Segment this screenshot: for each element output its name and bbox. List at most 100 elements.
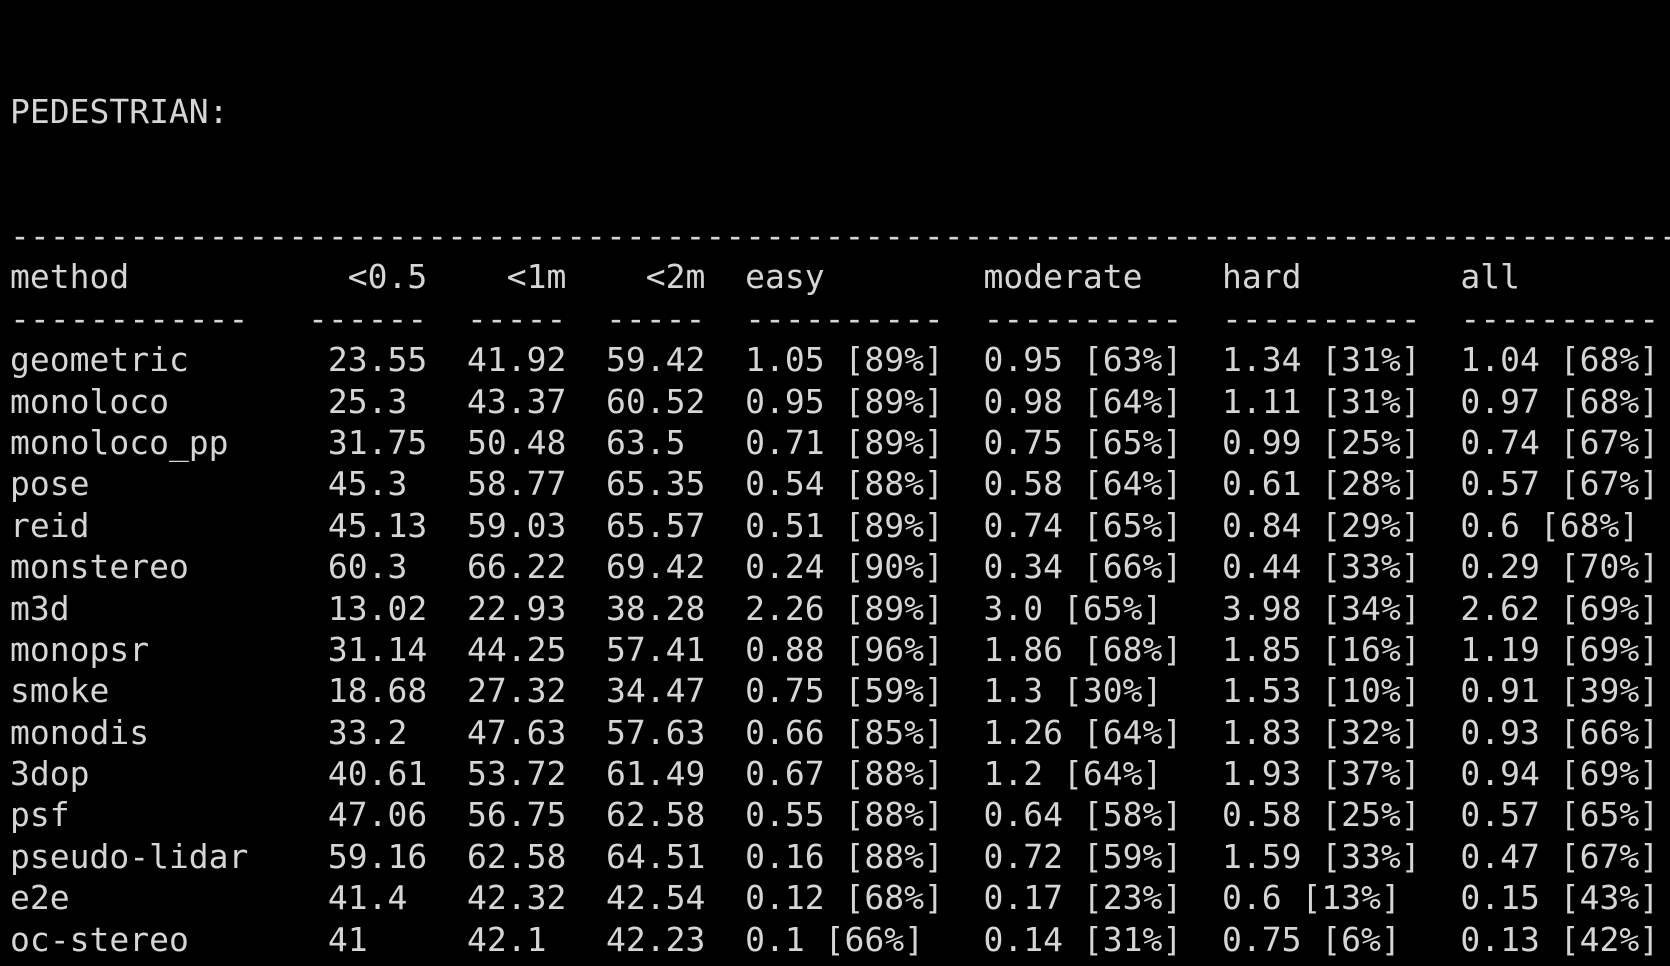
cell-easy: 0.95 [89%] <box>705 381 944 421</box>
cell-lt2m: 63.5 <box>566 422 706 462</box>
col-header-lt2m: <2m <box>566 257 706 297</box>
cell-method: monopsr <box>10 629 309 669</box>
cell-lt2m: 57.41 <box>566 629 706 669</box>
table-row: monopsr 31.14 44.25 57.41 0.88 [96%] 1.8… <box>10 629 1670 670</box>
cell-lt05: 23.55 <box>308 340 428 380</box>
cell-lt05: 31.14 <box>308 629 428 669</box>
cell-lt1m: 41.92 <box>427 340 567 380</box>
cell-hard: 3.98 [34%] <box>1182 588 1421 628</box>
cell-all: 0.91 [39%] <box>1420 671 1660 711</box>
cell-easy: 0.12 [68%] <box>705 878 944 918</box>
dashes-all: ---------- <box>1420 298 1660 338</box>
header-underline: ------------ ------ ----- ----- --------… <box>10 298 1670 339</box>
cell-easy: 0.24 [90%] <box>705 547 944 587</box>
cell-method: task_error <box>10 961 308 966</box>
cell-lt2m: 62.58 <box>566 795 706 835</box>
cell-easy: 0.67 [88%] <box>705 754 944 794</box>
dashes-lt05: ------ <box>308 298 428 338</box>
cell-method: monoloco <box>10 381 309 421</box>
cell-lt05: 25.3 <box>308 381 428 421</box>
cell-moderate: 1.86 [68%] <box>943 629 1183 669</box>
cell-lt1m: 61.31 <box>427 961 566 966</box>
cell-easy: 0.88 [96%] <box>705 629 944 669</box>
cell-easy: 1.05 [89%] <box>705 340 944 380</box>
cell-lt1m: 47.63 <box>427 712 567 752</box>
table-row: reid 45.13 59.03 65.57 0.51 [89%] 0.74 [… <box>10 505 1670 546</box>
cell-all: 0.74 [67%] <box>1420 422 1660 462</box>
cell-hard: 0.61 [28%] <box>1182 464 1421 504</box>
cell-lt1m: 53.72 <box>427 754 567 794</box>
table-row: m3d 13.02 22.93 38.28 2.26 [89%] 3.0 [65… <box>10 588 1670 629</box>
table-row: monodis 33.2 47.63 57.63 0.66 [85%] 1.26… <box>10 712 1670 753</box>
cell-hard: 1.53 [10%] <box>1182 671 1421 711</box>
cell-lt2m: 34.47 <box>566 671 706 711</box>
cell-lt2m: 68.07 <box>566 961 705 966</box>
cell-hard: 0.44 [33%] <box>1182 547 1421 587</box>
cell-lt2m: 42.23 <box>566 919 706 959</box>
cell-lt05: 31.75 <box>308 422 428 462</box>
cell-all: 0.15 [43%] <box>1420 878 1660 918</box>
cell-lt1m: 66.22 <box>427 547 567 587</box>
cell-method: monodis <box>10 712 309 752</box>
cell-hard: 1.11 [31%] <box>1182 381 1421 421</box>
cell-hard: 0.36 [31%] <box>1182 961 1421 966</box>
cell-lt1m: 58.77 <box>427 464 567 504</box>
table-row: oc-stereo 41 42.1 42.23 0.1 [66%] 0.14 [… <box>10 919 1670 960</box>
cell-lt05: 41 <box>308 919 428 959</box>
cell-method: e2e <box>10 878 309 918</box>
cell-lt2m: 59.42 <box>566 340 706 380</box>
cell-all: 0.6 [68%] <box>1420 505 1640 545</box>
cell-lt05: 60.3 <box>308 547 428 587</box>
cell-moderate: 0.72 [59%] <box>943 836 1183 876</box>
table-row: monoloco 25.3 43.37 60.52 0.95 [89%] 0.9… <box>10 381 1670 422</box>
cell-lt05: 47.06 <box>308 795 428 835</box>
cell-easy: 0.66 [85%] <box>705 712 944 752</box>
cell-hard: 0.6 [13%] <box>1182 878 1421 918</box>
table-row: pseudo-lidar 59.16 62.58 64.51 0.16 [88%… <box>10 836 1670 877</box>
dashes-lt2m: ----- <box>566 298 706 338</box>
cell-all: 0.97 [68%] <box>1420 381 1660 421</box>
cell-method: psf <box>10 795 309 835</box>
table-row: psf 47.06 56.75 62.58 0.55 [88%] 0.64 [5… <box>10 794 1670 835</box>
cell-easy: 0.46 [89%] <box>705 961 944 966</box>
cell-hard: 1.85 [16%] <box>1182 629 1421 669</box>
cell-lt1m: 62.58 <box>427 836 567 876</box>
cell-method: oc-stereo <box>10 919 309 959</box>
cell-method: reid <box>10 505 309 545</box>
cell-method: 3dop <box>10 754 309 794</box>
cell-lt1m: 27.32 <box>427 671 567 711</box>
cell-lt2m: 64.51 <box>566 836 706 876</box>
cell-easy: 0.51 [89%] <box>705 505 944 545</box>
header-row: method <0.5 <1m <2m easy moderate hard a… <box>10 256 1670 297</box>
cell-hard: 1.34 [31%] <box>1182 340 1421 380</box>
cell-moderate: 3.0 [65%] <box>943 588 1183 628</box>
dashes-lt1m: ----- <box>427 298 567 338</box>
cell-lt2m: 42.54 <box>566 878 706 918</box>
col-header-lt05: <0.5 <box>308 257 428 297</box>
col-header-method: method <box>10 257 309 297</box>
cell-easy: 0.75 [59%] <box>705 671 944 711</box>
cell-moderate: 0.64 [58%] <box>943 795 1183 835</box>
cell-all: 0.93 [66%] <box>1420 712 1660 752</box>
cell-moderate: 1.3 [30%] <box>943 671 1183 711</box>
cell-lt2m: 38.28 <box>566 588 706 628</box>
cell-easy: 0.71 [89%] <box>705 422 944 462</box>
cell-moderate: 0.58 [64%] <box>943 464 1183 504</box>
cell-lt1m: 44.25 <box>427 629 567 669</box>
cell-lt05: 47.14 <box>308 961 427 966</box>
col-header-moderate: moderate <box>943 257 1183 297</box>
cell-lt05: 59.16 <box>308 836 428 876</box>
cell-hard: 0.99 [25%] <box>1182 422 1421 462</box>
cell-lt1m: 42.1 <box>427 919 567 959</box>
cell-hard: 1.59 [33%] <box>1182 836 1421 876</box>
cell-lt05: 13.02 <box>308 588 428 628</box>
cell-all: 1.04 [68%] <box>1420 340 1660 380</box>
dashes-moderate: ---------- <box>943 298 1183 338</box>
cell-easy: 2.26 [89%] <box>705 588 944 628</box>
cell-all: 0.57 [67%] <box>1420 464 1660 504</box>
cell-hard: 0.75 [6%] <box>1182 919 1421 959</box>
cell-easy: 0.54 [88%] <box>705 464 944 504</box>
cell-moderate: 0.17 [23%] <box>943 878 1183 918</box>
table-row: task_error 47.14 61.31 68.07 0.46 [89%] … <box>10 960 1670 966</box>
